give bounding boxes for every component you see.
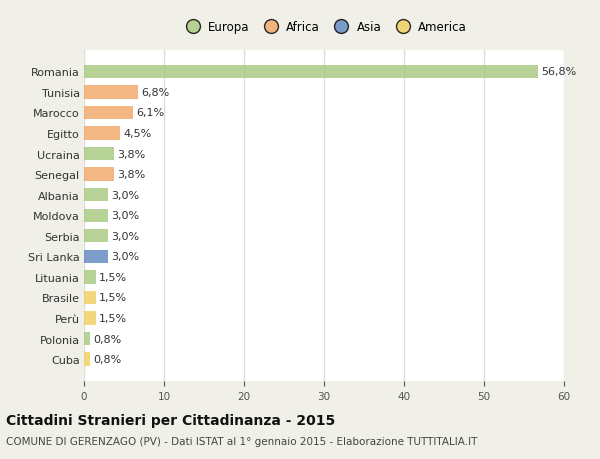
Text: 3,0%: 3,0%: [111, 231, 139, 241]
Text: 1,5%: 1,5%: [99, 293, 127, 303]
Text: 1,5%: 1,5%: [99, 272, 127, 282]
Bar: [84, 230, 108, 243]
Text: 0,8%: 0,8%: [94, 334, 122, 344]
Text: 3,8%: 3,8%: [118, 149, 146, 159]
Text: 0,8%: 0,8%: [94, 354, 122, 364]
Text: 1,5%: 1,5%: [99, 313, 127, 323]
Text: 56,8%: 56,8%: [542, 67, 577, 77]
Bar: [84, 312, 96, 325]
Bar: [84, 86, 139, 99]
Text: 6,1%: 6,1%: [136, 108, 164, 118]
Legend: Europa, Africa, Asia, America: Europa, Africa, Asia, America: [176, 17, 472, 39]
Text: 3,0%: 3,0%: [111, 252, 139, 262]
Bar: [84, 291, 96, 304]
Text: 3,0%: 3,0%: [111, 211, 139, 221]
Text: Cittadini Stranieri per Cittadinanza - 2015: Cittadini Stranieri per Cittadinanza - 2…: [6, 413, 335, 427]
Bar: [84, 189, 108, 202]
Bar: [84, 209, 108, 223]
Bar: [84, 271, 96, 284]
Text: 4,5%: 4,5%: [123, 129, 151, 139]
Bar: [84, 106, 133, 120]
Bar: [84, 127, 120, 140]
Bar: [84, 353, 91, 366]
Text: 3,8%: 3,8%: [118, 170, 146, 180]
Bar: [84, 250, 108, 263]
Bar: [84, 168, 115, 181]
Text: 6,8%: 6,8%: [142, 88, 170, 98]
Text: 3,0%: 3,0%: [111, 190, 139, 200]
Text: COMUNE DI GERENZAGO (PV) - Dati ISTAT al 1° gennaio 2015 - Elaborazione TUTTITAL: COMUNE DI GERENZAGO (PV) - Dati ISTAT al…: [6, 436, 478, 446]
Bar: [84, 66, 538, 79]
Bar: [84, 147, 115, 161]
Bar: [84, 332, 91, 346]
